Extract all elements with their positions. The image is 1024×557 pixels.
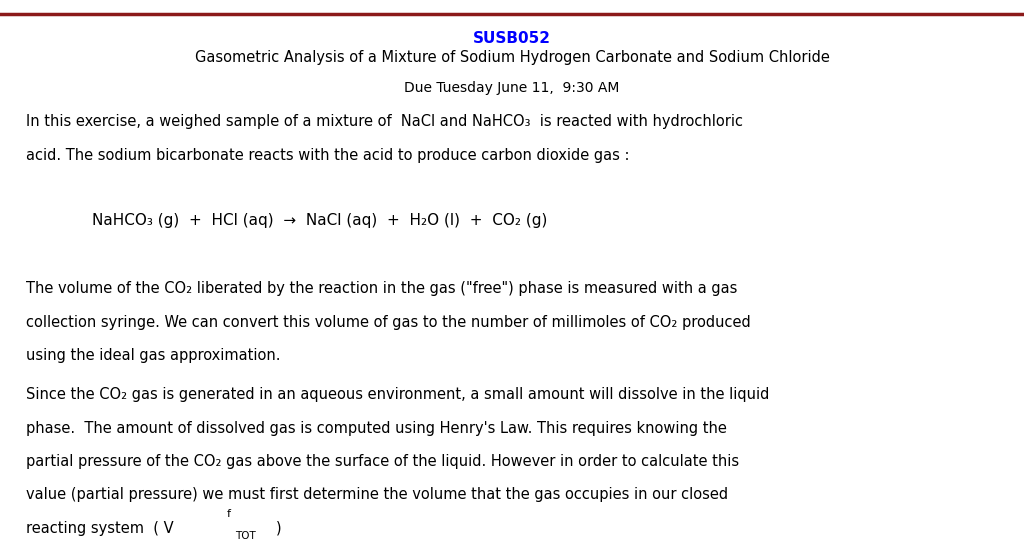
Text: SUSB052: SUSB052 <box>473 31 551 46</box>
Text: In this exercise, a weighed sample of a mixture of  NaCl and NaHCO₃  is reacted : In this exercise, a weighed sample of a … <box>26 114 742 129</box>
Text: reacting system  ( V: reacting system ( V <box>26 521 173 536</box>
Text: NaHCO₃ (g)  +  HCl (aq)  →  NaCl (aq)  +  H₂O (l)  +  CO₂ (g): NaHCO₃ (g) + HCl (aq) → NaCl (aq) + H₂O … <box>92 213 548 228</box>
Text: collection syringe. We can convert this volume of gas to the number of millimole: collection syringe. We can convert this … <box>26 315 751 330</box>
Text: ): ) <box>275 521 281 536</box>
Text: partial pressure of the CO₂ gas above the surface of the liquid. However in orde: partial pressure of the CO₂ gas above th… <box>26 454 738 469</box>
Text: Since the CO₂ gas is generated in an aqueous environment, a small amount will di: Since the CO₂ gas is generated in an aqu… <box>26 387 769 402</box>
Text: TOT: TOT <box>236 531 256 541</box>
Text: using the ideal gas approximation.: using the ideal gas approximation. <box>26 348 281 363</box>
Text: value (partial pressure) we must first determine the volume that the gas occupie: value (partial pressure) we must first d… <box>26 487 728 502</box>
Text: Gasometric Analysis of a Mixture of Sodium Hydrogen Carbonate and Sodium Chlorid: Gasometric Analysis of a Mixture of Sodi… <box>195 50 829 65</box>
Text: phase.  The amount of dissolved gas is computed using Henry's Law. This requires: phase. The amount of dissolved gas is co… <box>26 421 726 436</box>
Text: The volume of the CO₂ liberated by the reaction in the gas ("free") phase is mea: The volume of the CO₂ liberated by the r… <box>26 281 737 296</box>
Text: f: f <box>226 509 230 519</box>
Text: acid. The sodium bicarbonate reacts with the acid to produce carbon dioxide gas : acid. The sodium bicarbonate reacts with… <box>26 148 629 163</box>
Text: Due Tuesday June 11,  9:30 AM: Due Tuesday June 11, 9:30 AM <box>404 81 620 95</box>
